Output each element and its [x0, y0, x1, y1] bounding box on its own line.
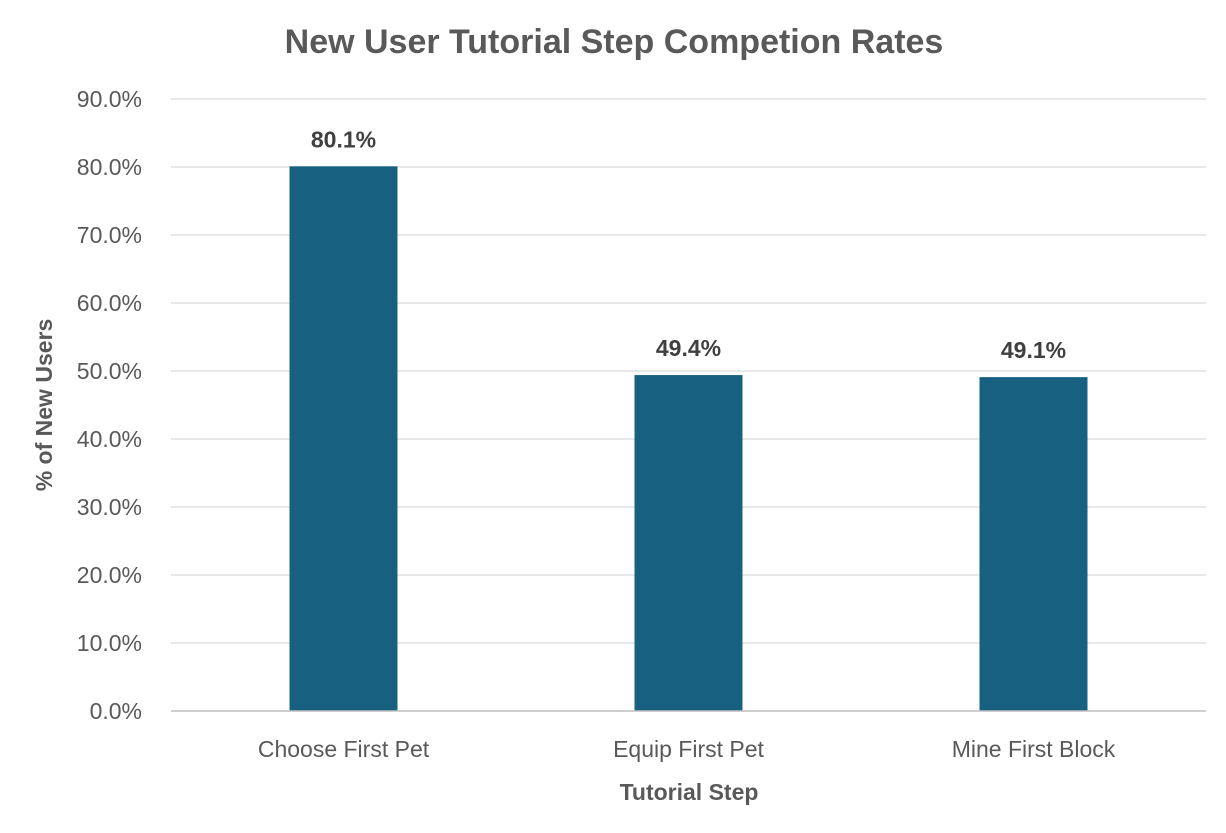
y-tick-label: 90.0% [77, 86, 142, 112]
bar-data-label: 80.1% [311, 126, 376, 152]
data-labels: 80.1% 49.4% 49.1% [311, 126, 1066, 363]
x-tick-label: Mine First Block [952, 736, 1116, 762]
bar [979, 377, 1088, 711]
x-tick-label: Choose First Pet [258, 736, 430, 762]
y-axis-title: % of New Users [31, 319, 57, 492]
bar [289, 166, 398, 711]
bar-data-label: 49.1% [1001, 337, 1066, 363]
y-tick-label: 80.0% [77, 154, 142, 180]
bar-data-label: 49.4% [656, 335, 721, 361]
bars [289, 166, 1088, 711]
chart-title: New User Tutorial Step Competion Rates [285, 23, 944, 61]
y-tick-label: 30.0% [77, 494, 142, 520]
y-tick-label: 50.0% [77, 358, 142, 384]
y-tick-label: 70.0% [77, 222, 142, 248]
y-tick-label: 10.0% [77, 630, 142, 656]
y-tick-label: 0.0% [90, 698, 142, 724]
y-axis-ticks: 0.0% 10.0% 20.0% 30.0% 40.0% 50.0% 60.0% 70.0% 8… [77, 86, 142, 724]
x-axis-title: Tutorial Step [620, 779, 759, 805]
y-tick-label: 20.0% [77, 562, 142, 588]
y-tick-label: 60.0% [77, 290, 142, 316]
y-tick-label: 40.0% [77, 426, 142, 452]
x-tick-label: Equip First Pet [613, 736, 764, 762]
bar [634, 375, 743, 711]
x-axis-ticks: Choose First Pet Equip First Pet Mine Firs… [258, 736, 1116, 762]
